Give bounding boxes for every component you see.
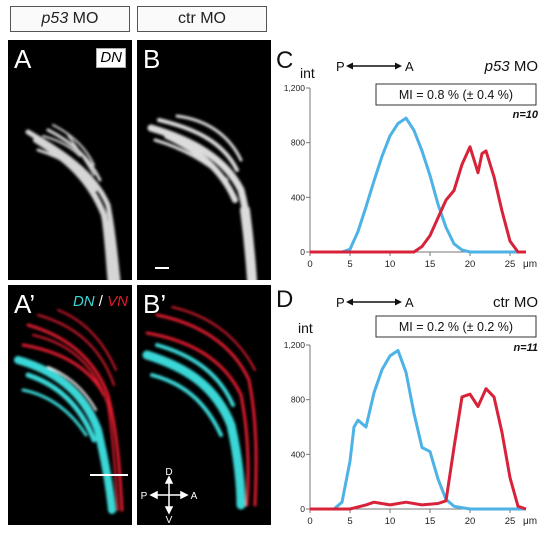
compass-a: A bbox=[191, 491, 198, 502]
arrow-label-a: A bbox=[405, 295, 414, 310]
arrow-head-right bbox=[395, 298, 402, 306]
panel-b-prime-label: B’ bbox=[143, 289, 167, 319]
x-tick-label: 25 bbox=[505, 259, 516, 270]
x-axis-label: μm bbox=[523, 516, 537, 527]
vn-tag: VN bbox=[107, 293, 128, 310]
dn-tag: DN bbox=[72, 293, 95, 310]
y-tick-label: 1,200 bbox=[284, 83, 306, 93]
micrograph-b-image bbox=[147, 114, 257, 280]
mi-box bbox=[375, 83, 537, 106]
n-text: n=11 bbox=[513, 342, 538, 354]
y-tick-label: 400 bbox=[291, 192, 305, 202]
series-line-1 bbox=[310, 145, 526, 254]
x-tick-label: 15 bbox=[425, 516, 436, 527]
arrow-head-right bbox=[395, 62, 402, 70]
condition-gene: p53 bbox=[484, 58, 511, 75]
compass-v: V bbox=[166, 515, 173, 525]
micrograph-a-prime-image bbox=[14, 309, 128, 514]
micrograph-a-image bbox=[25, 124, 121, 280]
panel-a-dn-tag: DN bbox=[96, 48, 126, 68]
column-header-suffix: MO bbox=[68, 10, 99, 27]
y-tick-label: 800 bbox=[291, 395, 305, 405]
x-tick-label: 25 bbox=[505, 516, 516, 527]
n-text: n=10 bbox=[513, 109, 539, 121]
x-tick-label: 15 bbox=[425, 259, 436, 270]
arrow-head-left bbox=[346, 62, 353, 70]
x-tick-label: 20 bbox=[465, 516, 476, 527]
y-tick-label: 800 bbox=[291, 138, 305, 148]
column-header-ctr-label: ctr MO bbox=[178, 10, 226, 27]
series-line-0 bbox=[310, 116, 526, 254]
arrow-label-a: A bbox=[405, 59, 414, 74]
condition-label: ctr MO bbox=[493, 294, 538, 311]
x-tick-label: 5 bbox=[347, 516, 352, 527]
column-header-ctr: ctr MO bbox=[137, 6, 267, 32]
mi-box bbox=[375, 315, 537, 338]
condition-label: p53 MO bbox=[484, 58, 538, 75]
x-tick-label: 0 bbox=[307, 516, 312, 527]
y-axis-label: int bbox=[300, 65, 315, 81]
series-line-0 bbox=[310, 349, 526, 511]
micrograph-b-prime: B’ D V P A bbox=[137, 285, 271, 525]
arrow-label-p: P bbox=[336, 295, 345, 310]
x-tick-label: 10 bbox=[385, 259, 396, 270]
micrograph-b-prime-image bbox=[142, 306, 258, 510]
mi-text: MI = 0.8 % (± 0.4 %) bbox=[399, 88, 513, 102]
micrograph-b: B bbox=[137, 40, 271, 280]
y-tick-label: 0 bbox=[300, 247, 305, 257]
condition-suffix: ctr MO bbox=[493, 294, 538, 311]
y-tick-label: 0 bbox=[300, 504, 305, 514]
panel-b-label: B bbox=[143, 44, 161, 74]
chart-panel-letter: C bbox=[276, 47, 293, 74]
column-header-p53: p53 MO bbox=[10, 6, 130, 32]
micrograph-a-prime: A’ DN / VN bbox=[8, 285, 132, 525]
x-tick-label: 10 bbox=[385, 516, 396, 527]
panel-a-prime-label: A’ bbox=[14, 289, 36, 319]
column-header-gene: p53 bbox=[41, 10, 69, 27]
panel-a-label: A bbox=[14, 44, 32, 74]
y-tick-label: 400 bbox=[291, 449, 305, 459]
y-tick-label: 1,200 bbox=[284, 340, 306, 350]
y-axis-label: int bbox=[298, 320, 313, 336]
panel-a-prime-tag: DN / VN bbox=[73, 293, 128, 311]
x-tick-label: 20 bbox=[465, 259, 476, 270]
x-axis-label: μm bbox=[523, 259, 537, 270]
chart-panel-letter: D bbox=[276, 286, 293, 313]
compass-icon: D V P A bbox=[141, 467, 198, 525]
condition-suffix: MO bbox=[510, 58, 538, 75]
arrow-label-p: P bbox=[336, 59, 345, 74]
tag-separator: / bbox=[94, 293, 108, 310]
compass-d: D bbox=[165, 467, 172, 478]
series-line-1 bbox=[310, 387, 527, 511]
x-tick-label: 0 bbox=[307, 259, 312, 270]
micrograph-a: A DN bbox=[8, 40, 132, 280]
compass-p: P bbox=[141, 491, 148, 502]
arrow-head-left bbox=[346, 298, 353, 306]
x-tick-label: 5 bbox=[347, 259, 352, 270]
mi-text: MI = 0.2 % (± 0.2 %) bbox=[399, 320, 513, 334]
